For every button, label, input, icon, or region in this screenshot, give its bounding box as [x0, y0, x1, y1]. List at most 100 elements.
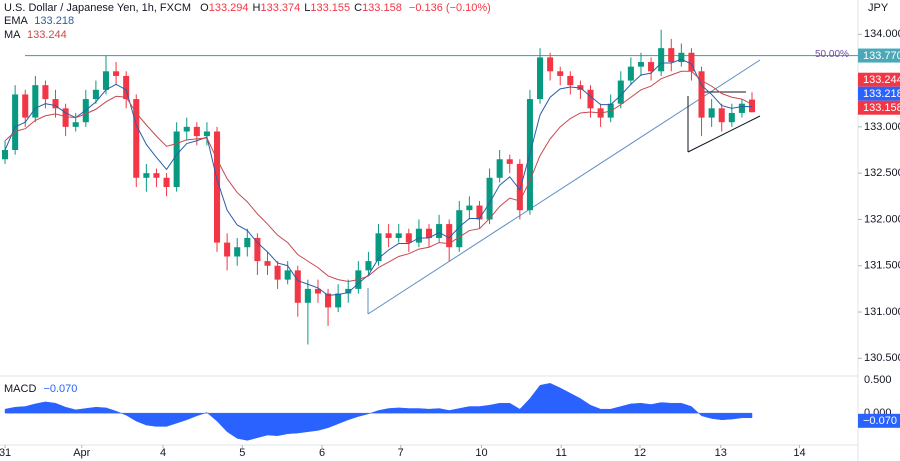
y-tick-label: 131.000 [864, 306, 900, 318]
y-tick-label: 133.000 [864, 121, 900, 133]
macd-legend: MACD −0.070 [4, 383, 77, 396]
price-badge-bg [858, 86, 900, 101]
candle-body [32, 85, 39, 118]
x-tick-label: 6 [319, 447, 325, 459]
candle-body [708, 108, 715, 118]
candle-body [617, 80, 624, 104]
candle-body [648, 62, 655, 72]
candle-body [183, 126, 190, 132]
candle-body [738, 103, 745, 113]
candle-body [52, 99, 59, 109]
candle-body [133, 99, 140, 178]
candle-body [567, 75, 574, 86]
candle-body [365, 261, 372, 271]
ohlc-key: O [200, 2, 209, 14]
price-badge: 133.218 [863, 88, 900, 100]
x-tick-label: 14 [793, 447, 805, 459]
candle-body [668, 48, 675, 63]
candle-body [224, 242, 231, 257]
candle-body [446, 224, 453, 248]
change-pct: (−0.10%) [445, 2, 491, 14]
y-tick-label: 132.500 [864, 167, 900, 179]
candle-body [314, 288, 321, 294]
macd-badge-bg [858, 413, 900, 428]
x-tick-label: 13 [715, 447, 727, 459]
x-tick-label: 7 [398, 447, 404, 459]
candle-body [496, 159, 503, 178]
candle-body [113, 71, 120, 76]
macd-area [4, 383, 753, 441]
candle-body [234, 247, 241, 257]
y-tick-label: 131.500 [864, 260, 900, 272]
candle-body [537, 57, 544, 100]
candle-body [718, 108, 725, 123]
candle-body [22, 94, 29, 118]
ohlc-value: 133.158 [362, 2, 402, 14]
candle-body [678, 52, 685, 63]
candle-body [123, 75, 130, 100]
candle-body [456, 210, 463, 248]
candle-body [436, 224, 443, 238]
candle-body [385, 233, 392, 238]
trend-line [367, 59, 761, 315]
candle-body [244, 237, 251, 248]
legend-value: 133.244 [26, 29, 67, 41]
legend-name: MA [4, 29, 20, 41]
candle-body [173, 131, 180, 188]
ohlc-key: C [354, 2, 363, 14]
candle-body [193, 126, 200, 137]
level-badge: 133.770 [863, 50, 900, 62]
y-tick-label: 130.500 [864, 352, 900, 364]
x-tick-label: 31 [0, 447, 11, 459]
symbol-title: U.S. Dollar / Japanese Yen, 1h, FXCM [4, 2, 192, 14]
macd-name: MACD [4, 383, 37, 395]
candle-body [163, 177, 170, 188]
x-tick-label: 10 [475, 447, 487, 459]
x-tick-label: 5 [239, 447, 245, 459]
candle-body [325, 293, 332, 308]
candle-body [395, 233, 402, 238]
macd-value: −0.070 [43, 383, 78, 395]
candle-body [12, 94, 19, 150]
candle-body [345, 288, 352, 294]
candle-body [516, 163, 523, 211]
candle-body [2, 150, 9, 160]
candle-body [587, 89, 594, 109]
candle-body [748, 99, 756, 113]
level-badge-bg [858, 48, 900, 63]
price-badge-bg [858, 100, 900, 115]
ohlc-key: L [304, 2, 311, 14]
candle-body [213, 131, 221, 243]
level-label: 50.00% [815, 49, 849, 60]
macd-tick-label: 0.500 [864, 374, 892, 386]
candle-body [627, 66, 634, 81]
candle-body [92, 89, 99, 100]
macd-badge: −0.070 [863, 415, 897, 427]
candle-body [254, 237, 261, 262]
candle-body [153, 173, 160, 178]
x-tick-label: Apr [73, 447, 90, 459]
candle-body [102, 71, 110, 90]
candle-body [72, 122, 79, 127]
y-tick-label: 134.000 [864, 28, 900, 40]
candle-body [637, 62, 645, 67]
candle-body [203, 131, 210, 137]
candle-body [405, 233, 412, 243]
candle-body [294, 270, 301, 303]
candle-body [688, 52, 695, 72]
ohlc-value: 133.374 [260, 2, 301, 14]
header-row: U.S. Dollar / Japanese Yen, 1h, FXCM O 13… [4, 2, 491, 15]
candle-body [476, 205, 483, 220]
candle-body [557, 71, 564, 76]
indicator-line [4, 70, 753, 282]
triangle-lower [687, 115, 761, 153]
candle-body [506, 159, 513, 164]
ohlc-value: 133.155 [310, 2, 351, 14]
price-badge: 133.158 [863, 102, 900, 114]
x-tick-label: 12 [634, 447, 646, 459]
candle-body [658, 48, 665, 72]
ohlc-key: H [252, 2, 261, 14]
candle-body [42, 85, 49, 100]
